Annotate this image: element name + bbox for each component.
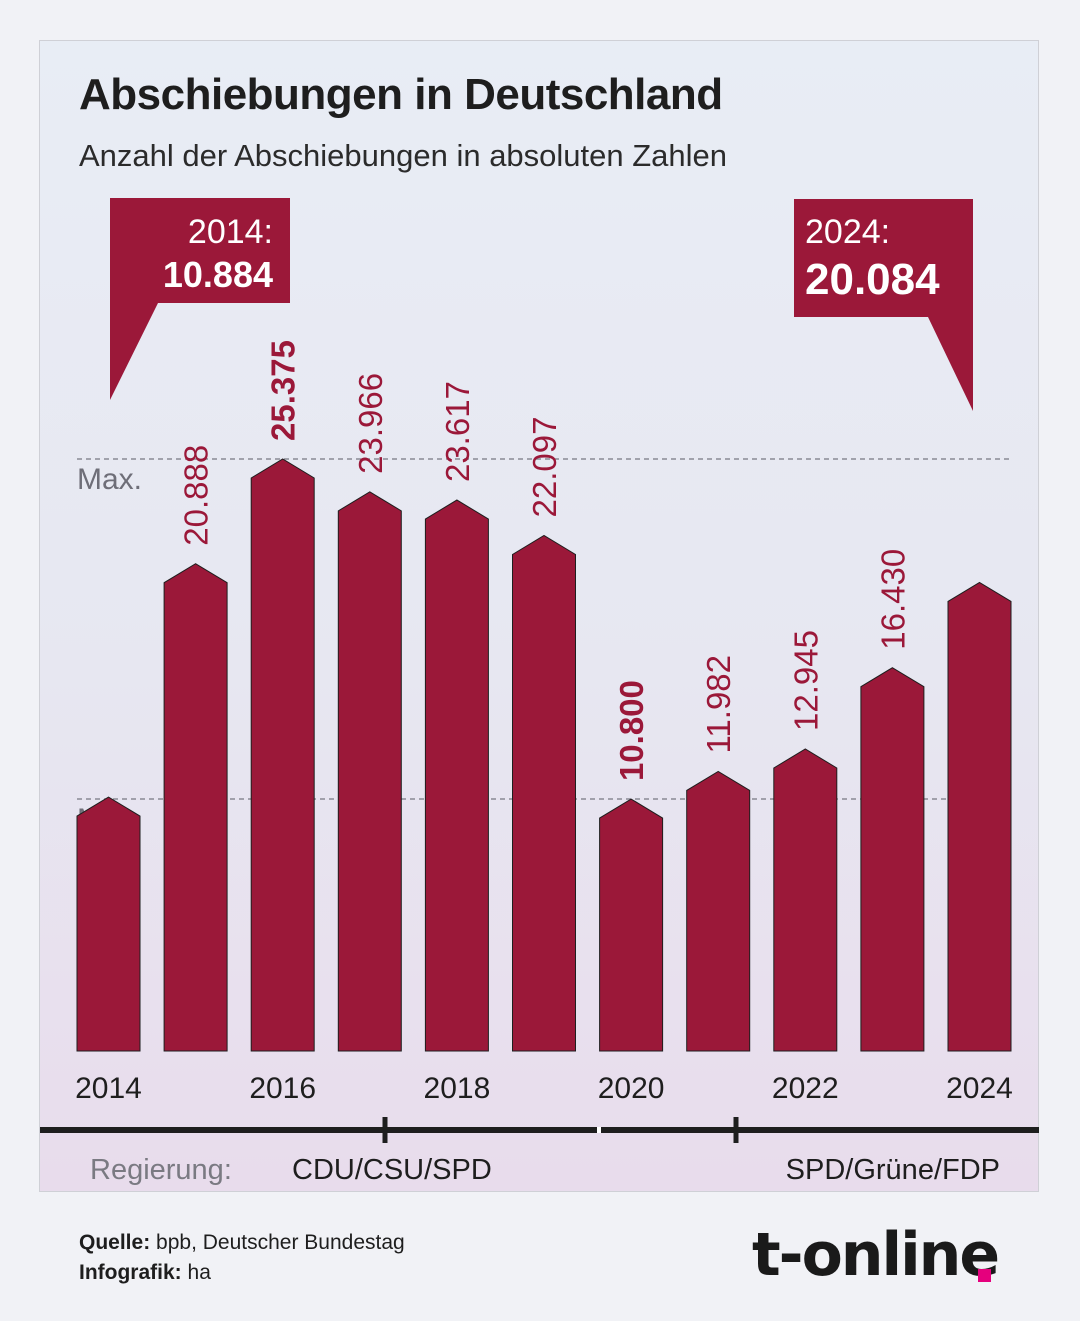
callout-2014-value: 10.884	[163, 254, 273, 295]
value-label-2017: 23.966	[352, 373, 389, 474]
callout-2024: 2024: 20.084	[794, 199, 973, 411]
source-label: Quelle:	[79, 1231, 151, 1254]
government-period-cdu-csu-spd: CDU/CSU/SPD	[292, 1154, 492, 1186]
government-period-spd-gruene-fdp: SPD/Grüne/FDP	[786, 1154, 1000, 1186]
callout-2024-box	[794, 199, 973, 411]
bar-2016	[250, 458, 315, 1052]
callout-2014-year: 2014:	[188, 213, 273, 251]
chart-title: Abschiebungen in Deutschland	[79, 70, 723, 119]
x-tick-2016: 2016	[249, 1072, 316, 1105]
value-label-2023: 16.430	[874, 549, 911, 650]
source-text: bpb, Deutscher Bundestag	[156, 1231, 405, 1254]
t-online-logo: t-online	[752, 1220, 1000, 1290]
value-labels: 20.888 25.375 23.966 23.617 22.097 10.800 11.9…	[178, 340, 912, 781]
max-reference-label: Max.	[77, 463, 142, 496]
government-timeline: Regierung: CDU/CSU/SPD SPD/Grüne/FDP	[40, 1117, 1039, 1186]
credit-text: ha	[187, 1261, 211, 1284]
value-label-2016: 25.375	[265, 340, 302, 441]
bar-2019	[512, 534, 576, 1052]
bar-2014	[76, 796, 141, 1052]
x-tick-2018: 2018	[424, 1072, 491, 1105]
value-label-2022: 12.945	[787, 630, 824, 731]
x-tick-2020: 2020	[598, 1072, 665, 1105]
value-label-2015: 20.888	[178, 445, 215, 546]
x-tick-2022: 2022	[772, 1072, 839, 1105]
callout-2014-box	[110, 198, 290, 400]
bar-series	[76, 458, 1012, 1052]
bar-2023	[860, 667, 925, 1052]
value-label-2020: 10.800	[613, 680, 650, 781]
x-axis-tick-labels: 2014 2016 2018 2020 2022 2024	[75, 1072, 1013, 1105]
government-label: Regierung:	[90, 1154, 232, 1186]
credit-line: Infografik: ha	[79, 1261, 211, 1285]
credit-label: Infografik:	[79, 1261, 182, 1284]
callout-2014: 2014: 10.884	[110, 198, 290, 400]
bar-2022	[773, 748, 838, 1052]
bar-2021	[686, 770, 751, 1052]
source-line: Quelle: bpb, Deutscher Bundestag	[79, 1231, 405, 1255]
bar-2017	[337, 491, 402, 1052]
chart-subtitle: Anzahl der Abschiebungen in absoluten Za…	[79, 138, 728, 173]
bar-2018	[424, 499, 489, 1052]
callout-2024-value: 20.084	[805, 255, 940, 304]
value-label-2019: 22.097	[526, 417, 563, 518]
x-tick-2014: 2014	[75, 1072, 142, 1105]
bar-2024	[947, 581, 1012, 1052]
x-tick-2024: 2024	[946, 1072, 1013, 1105]
logo-accent-dot	[978, 1269, 991, 1282]
bar-2020	[599, 798, 664, 1052]
callout-2024-year: 2024:	[805, 213, 890, 251]
value-label-2021: 11.982	[700, 655, 737, 753]
bar-2015	[163, 563, 228, 1052]
value-label-2018: 23.617	[439, 381, 476, 482]
